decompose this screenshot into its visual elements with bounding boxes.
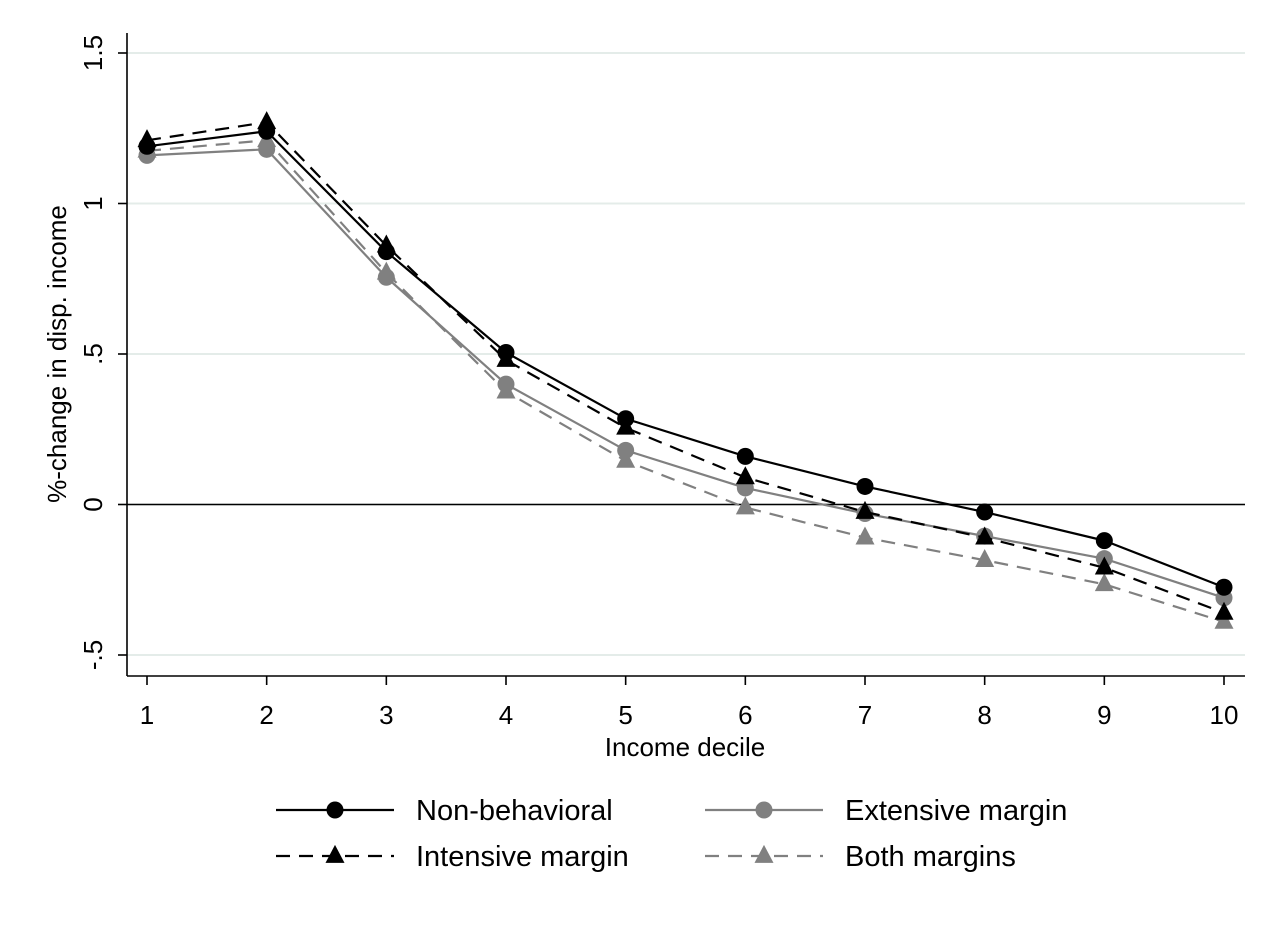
series-line-both-margins [146,139,1225,623]
x-tick-label-8: 9 [1097,700,1111,730]
data-point-non-behavioral-5 [617,410,635,428]
data-point-both-margins-10 [1214,610,1234,629]
legend-item-both-margins: Both margins [705,841,1016,873]
x-tick-label-9: 10 [1210,700,1239,730]
x-tick-label-0: 1 [140,700,154,730]
data-point-extensive-margin-5 [617,441,635,459]
legend-label-both-margins: Both margins [845,841,1016,873]
x-tick-label-4: 5 [618,700,632,730]
x-tick-label-2: 3 [379,700,393,730]
data-point-non-behavioral-3 [377,243,395,261]
data-point-intensive-margin-6 [735,466,755,485]
x-tick-label-1: 2 [259,700,273,730]
legend-marker-both-margins [754,844,774,863]
series-line-extensive-margin [146,148,1225,599]
series-extensive-margin [138,140,1233,607]
x-axis-title: Income decile [605,732,765,762]
data-point-non-behavioral-10 [1215,578,1233,596]
x-tick-label-5: 6 [738,700,752,730]
y-tick-label-2: .5 [78,343,108,365]
data-point-non-behavioral-7 [856,477,874,495]
series-lines [137,111,1234,629]
gridlines [127,52,1245,656]
y-tick-label-4: 1.5 [78,35,108,71]
data-point-non-behavioral-8 [976,503,994,521]
data-point-non-behavioral-2 [258,122,276,140]
legend-marker-extensive-margin [755,801,773,819]
data-point-both-margins-6 [735,496,755,515]
series-line-non-behavioral [146,130,1225,589]
data-point-non-behavioral-6 [736,447,754,465]
legend-item-non-behavioral: Non-behavioral [276,795,613,827]
data-point-extensive-margin-4 [497,375,515,393]
x-tick-label-7: 8 [977,700,991,730]
data-point-both-margins-8 [975,549,995,568]
axes: -.5 0 .5 1 1.5 1 2 3 4 5 6 7 8 9 10 [78,33,1245,730]
data-point-non-behavioral-4 [497,343,515,361]
legend: Non-behavioral Intensive margin Extensive … [276,795,1067,873]
y-axis-title: %-change in disp. income [42,205,72,503]
data-point-intensive-margin-8 [975,526,995,545]
y-tick-label-0: -.5 [78,640,108,670]
data-point-non-behavioral-9 [1095,532,1113,550]
data-point-intensive-margin-9 [1094,556,1114,575]
data-point-intensive-margin-10 [1214,601,1234,620]
x-tick-label-3: 4 [499,700,513,730]
data-point-non-behavioral-1 [138,137,156,155]
legend-marker-intensive-margin [325,844,345,863]
data-point-intensive-margin-7 [855,500,875,519]
legend-label-extensive-margin: Extensive margin [845,795,1067,827]
series-non-behavioral [138,122,1233,596]
legend-item-intensive-margin: Intensive margin [276,841,629,873]
data-point-both-margins-9 [1094,573,1114,592]
legend-label-non-behavioral: Non-behavioral [416,795,613,827]
series-line-intensive-margin [146,121,1225,614]
x-tick-label-6: 7 [858,700,872,730]
data-point-both-margins-7 [855,526,875,545]
data-point-extensive-margin-3 [377,268,395,286]
y-tick-label-3: 1 [78,196,108,210]
legend-item-extensive-margin: Extensive margin [705,795,1067,827]
data-point-extensive-margin-2 [258,140,276,158]
y-tick-label-1: 0 [78,497,108,511]
legend-marker-non-behavioral [326,801,344,819]
legend-label-intensive-margin: Intensive margin [416,841,629,873]
